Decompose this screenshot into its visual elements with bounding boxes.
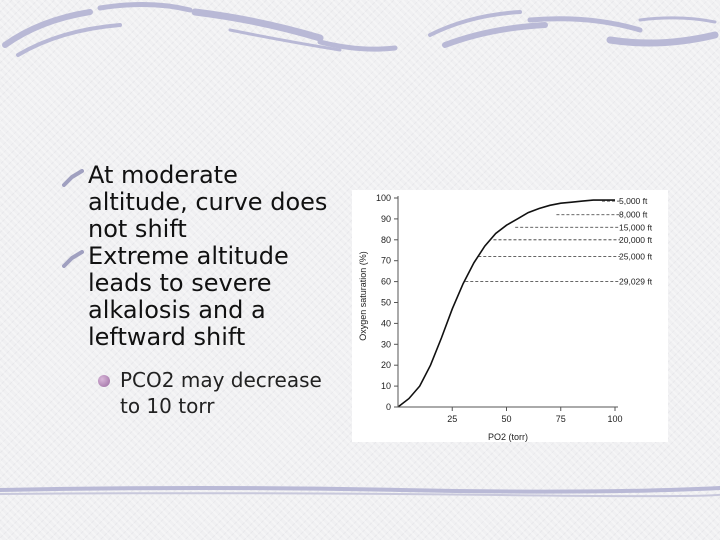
x-axis-label: PO2 (torr) (488, 432, 528, 442)
x-tick-group: 25 50 75 100 (447, 407, 623, 424)
oxygen-dissociation-chart: 0 10 20 30 40 50 60 70 80 90 100 25 50 75 100 5,000 f… (358, 193, 653, 442)
x-tick-label: 100 (607, 414, 622, 424)
saturation-curve (397, 199, 615, 408)
x-tick-label: 50 (501, 414, 511, 424)
y-tick-label: 40 (381, 318, 391, 328)
altitude-label: 29,029 ft (619, 277, 653, 287)
y-tick-label: 80 (381, 235, 391, 245)
decorative-footer-line (0, 486, 720, 498)
sub-bullet-item: PCO2 may decrease to 10 torr (62, 367, 342, 419)
y-tick-label: 20 (381, 360, 391, 370)
y-tick-label: 0 (386, 402, 391, 412)
altitude-label: 20,000 ft (619, 235, 653, 245)
altitude-lines-group: 5,000 ft 8,000 ft 15,000 ft 20,000 ft 25,000… (465, 196, 653, 287)
bullet-stroke-icon (62, 169, 84, 187)
sub-bullet-text: PCO2 may decrease to 10 torr (120, 368, 322, 418)
x-tick-label: 75 (556, 414, 566, 424)
decorative-header-swooshes (2, 1, 719, 57)
y-tick-label: 10 (381, 381, 391, 391)
y-tick-label: 50 (381, 298, 391, 308)
bullet-text: At moderate altitude, curve does not shi… (88, 161, 328, 243)
sub-bullet-dot-icon (98, 375, 110, 387)
altitude-label: 8,000 ft (619, 210, 648, 220)
y-tick-group: 0 10 20 30 40 50 60 70 80 90 100 (376, 193, 398, 412)
y-tick-label: 100 (376, 193, 391, 203)
altitude-label: 5,000 ft (619, 196, 648, 206)
y-tick-label: 90 (381, 214, 391, 224)
y-axis-label: Oxygen saturation (%) (358, 251, 368, 341)
bullet-text: Extreme altitude leads to severe alkalos… (88, 242, 289, 351)
y-tick-label: 60 (381, 277, 391, 287)
altitude-label: 25,000 ft (619, 252, 653, 262)
chart-panel: 0 10 20 30 40 50 60 70 80 90 100 25 50 75 100 5,000 f… (352, 190, 668, 442)
altitude-label: 15,000 ft (619, 222, 653, 232)
y-tick-label: 70 (381, 256, 391, 266)
bullet-list: At moderate altitude, curve does not shi… (62, 162, 342, 419)
bullet-item: At moderate altitude, curve does not shi… (62, 162, 342, 243)
y-tick-label: 30 (381, 339, 391, 349)
bullet-item: Extreme altitude leads to severe alkalos… (62, 243, 342, 351)
bullet-stroke-icon (62, 250, 84, 268)
x-tick-label: 25 (447, 414, 457, 424)
